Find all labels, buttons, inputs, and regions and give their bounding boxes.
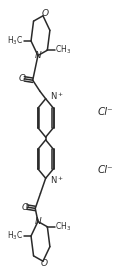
Text: N$^+$: N$^+$ — [50, 175, 63, 186]
Text: O: O — [41, 9, 49, 17]
Text: CH$_3$: CH$_3$ — [55, 44, 71, 57]
Text: Cl⁻: Cl⁻ — [98, 107, 113, 117]
Text: N: N — [35, 217, 41, 226]
Text: Cl⁻: Cl⁻ — [98, 165, 113, 175]
Text: H$_3$C: H$_3$C — [7, 230, 23, 242]
Text: N: N — [35, 51, 41, 60]
Text: O: O — [19, 74, 26, 83]
Text: O: O — [41, 260, 48, 268]
Text: H$_3$C: H$_3$C — [7, 35, 23, 47]
Text: N$^+$: N$^+$ — [50, 91, 63, 102]
Text: O: O — [22, 202, 29, 212]
Text: CH$_3$: CH$_3$ — [55, 220, 71, 233]
